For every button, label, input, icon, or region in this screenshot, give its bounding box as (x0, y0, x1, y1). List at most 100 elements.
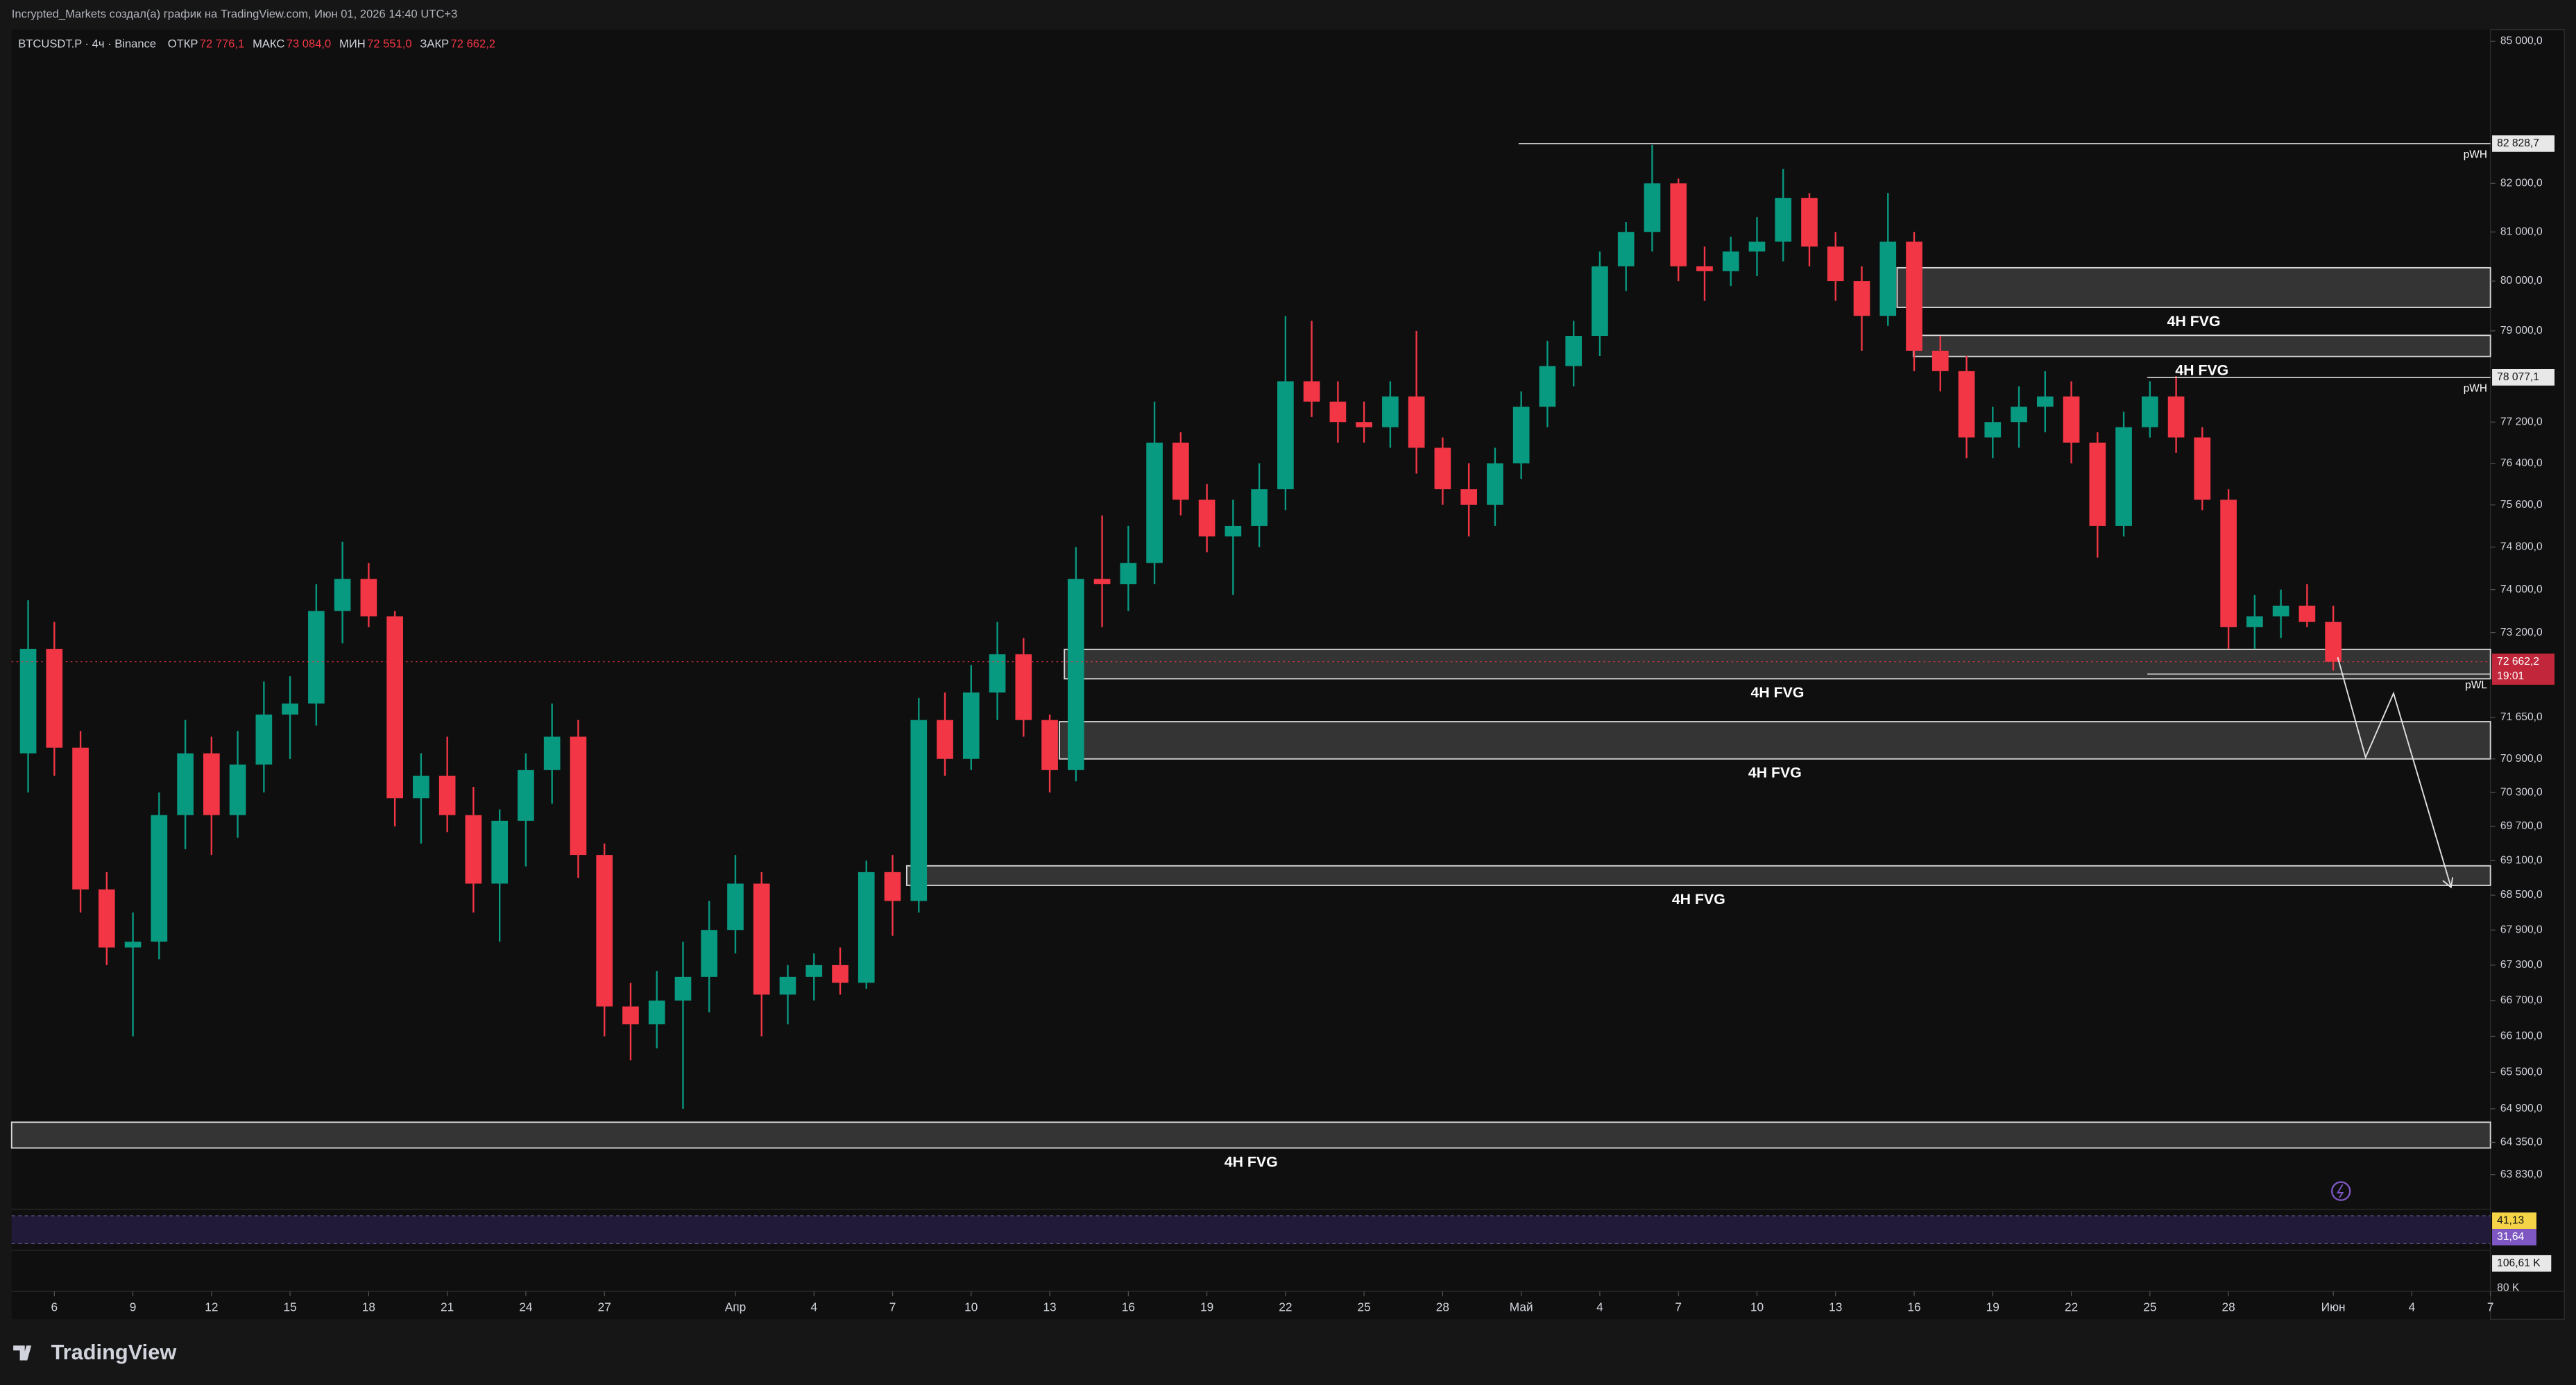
candle-body (518, 770, 534, 821)
rsi-label: 31,64 (2497, 1231, 2524, 1243)
candle-body (255, 714, 273, 765)
candle-body (1775, 198, 1792, 242)
fvg-zone (1064, 648, 2491, 680)
x-tick-label: 7 (1675, 1300, 1682, 1314)
candle-body (1225, 525, 1242, 537)
candle-body (753, 883, 770, 995)
candle-body (1670, 183, 1687, 266)
candle-body (72, 747, 89, 890)
x-tick-label: 25 (1358, 1300, 1371, 1314)
volume-label-box (2492, 1255, 2552, 1272)
candle-body (858, 872, 875, 983)
candle-body (937, 720, 953, 759)
x-tick-label: Апр (725, 1300, 746, 1314)
candle-body (360, 579, 377, 617)
candle-body (1015, 654, 1032, 720)
candle-body (1984, 422, 2002, 438)
candle-body (2325, 622, 2342, 662)
candle-body (910, 720, 928, 901)
y-tick-label: 82 000,0 (2500, 177, 2543, 189)
fvg-zone (1912, 334, 2491, 357)
ohlc-value: 73 084,0 (287, 37, 331, 50)
y-tick-label: 75 600,0 (2500, 499, 2543, 511)
fvg-label: 4H FVG (1225, 1153, 1278, 1170)
candle-body (543, 736, 561, 770)
candle-body (98, 889, 115, 948)
candle-body (1617, 232, 1635, 266)
level-tag: pWH (2464, 382, 2487, 394)
projection-path (2337, 656, 2452, 887)
alert-icon[interactable] (2331, 1181, 2351, 1201)
y-tick-label: 79 000,0 (2500, 325, 2543, 337)
level-price-box (2492, 368, 2555, 386)
x-tick-label: 10 (964, 1300, 978, 1314)
candle-body (2298, 605, 2316, 622)
alert-icon-bolt (2336, 1184, 2344, 1198)
logo-icon (13, 1345, 32, 1361)
x-tick-label: 18 (362, 1300, 375, 1314)
candle-body (701, 930, 718, 977)
fvg-label: 4H FVG (2167, 313, 2221, 330)
y-tick-label: 81 000,0 (2500, 226, 2543, 237)
rsi-label-box (2492, 1212, 2536, 1230)
fvg-zone (10, 1121, 2491, 1149)
candle-body (1487, 463, 1503, 505)
level-tag: pWH (2464, 149, 2487, 161)
candle-body (805, 965, 823, 977)
x-tick-label: 16 (1122, 1300, 1135, 1314)
candle-body (1408, 396, 1425, 448)
candle-body (2246, 616, 2263, 627)
candle-body (1198, 500, 1216, 537)
candle-body (1041, 720, 1058, 770)
candle-body (727, 883, 744, 931)
candle-body (674, 976, 692, 1001)
x-tick-label: 28 (2222, 1300, 2235, 1314)
ohlc-value: 72 776,1 (200, 37, 244, 50)
x-tick-label: 21 (441, 1300, 454, 1314)
x-tick-label: 25 (2143, 1300, 2156, 1314)
y-tick-label: 73 200,0 (2500, 627, 2543, 638)
candle-body (386, 616, 403, 799)
y-tick-label: 77 200,0 (2500, 416, 2543, 427)
candle-body (1958, 371, 1975, 438)
logo[interactable]: TradingView (51, 1340, 177, 1364)
candle-body (1093, 579, 1111, 584)
y-tick-label: 74 800,0 (2500, 541, 2543, 552)
y-tick-label: 67 900,0 (2500, 924, 2543, 935)
ohlc-name: ЗАКР (420, 37, 449, 50)
x-tick-label: 9 (130, 1300, 137, 1314)
y-tick-label: 71 650,0 (2500, 711, 2543, 723)
candle-body (413, 775, 429, 799)
y-tick-label: 67 300,0 (2500, 959, 2543, 971)
candle-body (2220, 500, 2237, 627)
x-tick-label: 28 (1436, 1300, 1449, 1314)
candle-body (962, 692, 980, 759)
candle-body (1722, 251, 1739, 271)
candle-body (2115, 427, 2132, 526)
candle-body (1277, 381, 1294, 490)
fvg-zone (1059, 721, 2491, 760)
rsi-label-box (2492, 1229, 2536, 1246)
x-tick-label: Май (1510, 1300, 1533, 1314)
candle-body (1146, 442, 1163, 563)
candle-body (779, 976, 796, 995)
x-tick-label: 4 (810, 1300, 817, 1314)
x-tick-label: 19 (1200, 1300, 1213, 1314)
candle-body (832, 965, 848, 983)
y-tick-label: 85 000,0 (2500, 35, 2543, 46)
rsi-band (11, 1216, 2491, 1244)
candle-body (465, 815, 482, 884)
candle-body (308, 611, 325, 704)
candle-body (1931, 350, 1949, 371)
candle-body (1460, 489, 1478, 505)
ohlc-legend: ОТКР 72 776,1 МАКС 73 084,0 МИН 72 551,0 ЗАКР 7… (168, 37, 495, 50)
candle-body (124, 942, 142, 948)
ohlc-value: 72 551,0 (367, 37, 411, 50)
x-tick-label: 4 (1596, 1300, 1603, 1314)
y-tick-label: 70 900,0 (2500, 753, 2543, 765)
y-tick-label: 65 500,0 (2500, 1067, 2543, 1078)
y-tick-label: 74 000,0 (2500, 584, 2543, 595)
symbol: BTCUSDT.P · 4ч · Binance (18, 37, 156, 50)
last-price-box (2492, 653, 2555, 685)
